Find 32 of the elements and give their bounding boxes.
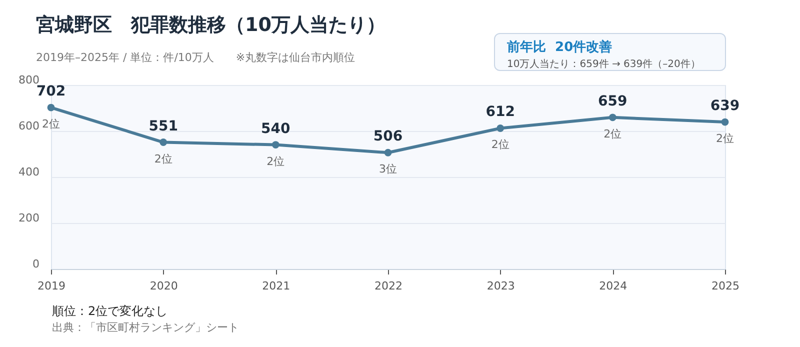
annotation: 3位 — [379, 162, 397, 176]
data-label: 639 — [710, 98, 740, 114]
chart-title: 宮城野区 犯罪数推移（10万人当たり） — [36, 13, 386, 38]
text: 10万人当たり：659件 → 639件（–20件） — [507, 58, 700, 71]
y-tick-label: 0 — [32, 258, 40, 270]
data-label: 612 — [486, 104, 515, 120]
data-label: 551 — [148, 118, 178, 134]
x-tick-label: 2024 — [599, 280, 628, 292]
data-label: 506 — [373, 128, 403, 145]
annotation: 2位 — [154, 152, 172, 166]
y-tick-label: 800 — [18, 74, 40, 86]
data-label: 702 — [36, 84, 66, 100]
annotation: 2位 — [716, 132, 734, 146]
text: 前年比 20件改善 — [507, 38, 612, 56]
x-tick-label: 2021 — [262, 280, 290, 292]
data-label: 540 — [261, 120, 291, 137]
x-tick-label: 2025 — [712, 280, 740, 292]
y-tick-label: 200 — [18, 212, 40, 224]
data-label: 659 — [598, 93, 628, 110]
annotation: 2位 — [491, 138, 510, 152]
text: 順位：2位で変化なし — [52, 303, 168, 320]
annotation: 2位 — [42, 118, 60, 131]
x-tick-label: 2022 — [374, 280, 402, 292]
x-tick-label: 2023 — [486, 280, 515, 292]
y-tick-label: 600 — [18, 120, 40, 132]
x-tick-label: 2019 — [38, 280, 66, 292]
source-note: 出典：「市区町村ランキング」シート — [52, 320, 239, 335]
annotation: 2位 — [266, 154, 285, 168]
y-tick-label: 400 — [18, 166, 40, 178]
chart-subtitle: 2019年–2025年 / 単位：件/10万人 ※丸数字は仙台市内順位 — [36, 50, 356, 65]
x-tick-label: 2020 — [150, 280, 178, 292]
annotation: 2位 — [604, 127, 622, 140]
